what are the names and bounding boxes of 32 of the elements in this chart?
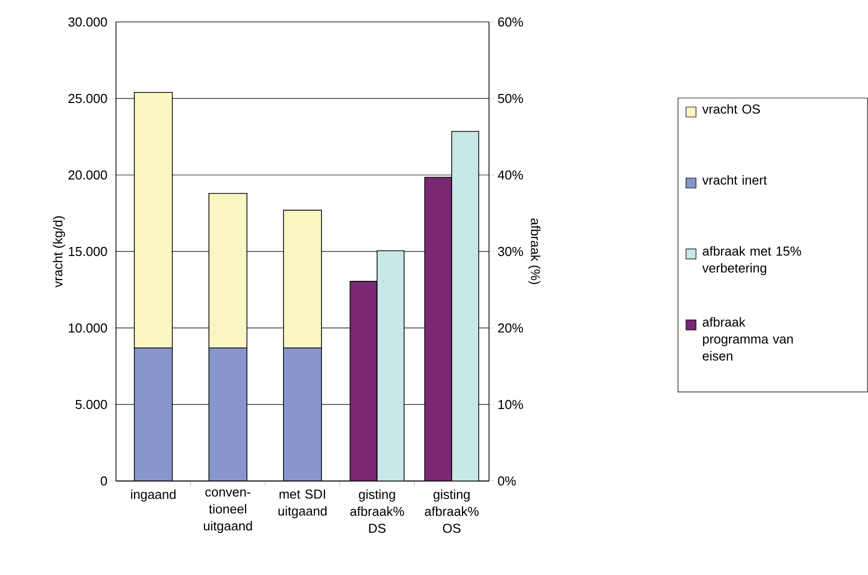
bar <box>451 130 480 481</box>
bar <box>283 347 322 481</box>
x-tick-label: conven-tioneel uitgaand <box>204 490 252 534</box>
y-tick-label: 20.000 <box>68 170 107 180</box>
x-tick-label: gisting afbraak% DS <box>350 490 404 533</box>
y-tick-label: 0 <box>100 476 107 486</box>
y-axis-title: vracht (kg/d) <box>52 216 66 288</box>
y2-tick-label: 60% <box>498 17 523 27</box>
y2-tick-label: 30% <box>498 246 523 256</box>
legend-label: vracht OS <box>702 104 760 114</box>
x-tick-label: met SDI uitgaand <box>278 490 327 518</box>
y2-tick-label: 40% <box>498 170 523 180</box>
x-tick-label: gisting afbraak% OS <box>424 490 479 533</box>
y2-tick-label: 10% <box>498 400 523 410</box>
bar <box>134 348 172 481</box>
bar <box>424 176 452 481</box>
y-tick-label: 5.000 <box>76 400 107 410</box>
legend-label: afbraak programma van eisen <box>702 317 793 361</box>
y2-tick-label: 20% <box>498 323 523 333</box>
x-tick-label: ingaand <box>131 490 176 502</box>
bar <box>350 281 378 481</box>
y-tick-label: 10.000 <box>68 323 107 333</box>
legend-label: vracht inert <box>702 175 767 185</box>
y2-tick-label: 0% <box>498 476 516 486</box>
y2-tick-label: 50% <box>498 94 523 104</box>
y-tick-label: 30.000 <box>68 17 107 27</box>
y2-axis-title: afbraak (%) <box>528 218 540 284</box>
bar <box>208 348 247 481</box>
y-tick-label: 15.000 <box>68 246 107 256</box>
legend-label: afbraak met 15% verbetering <box>702 246 802 276</box>
bar <box>377 250 404 481</box>
y-tick-label: 25.000 <box>68 94 107 104</box>
